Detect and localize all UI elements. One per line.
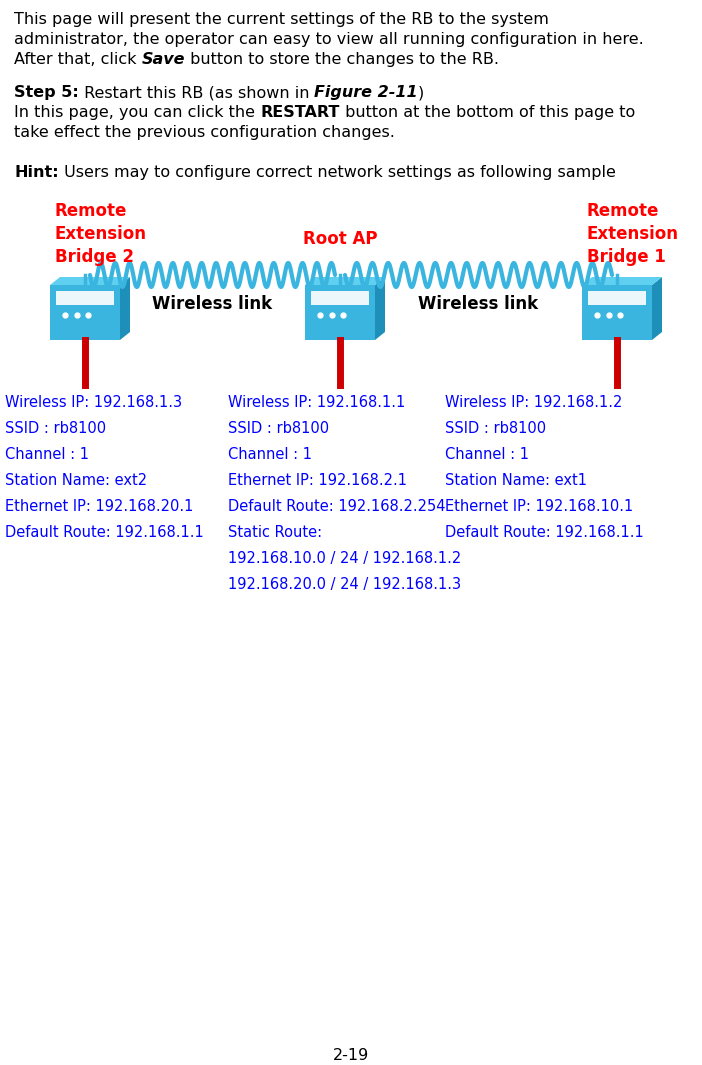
- Text: Restart this RB (as shown in: Restart this RB (as shown in: [79, 85, 314, 100]
- Text: Channel : 1: Channel : 1: [228, 447, 312, 462]
- FancyBboxPatch shape: [588, 291, 646, 305]
- FancyBboxPatch shape: [582, 285, 652, 340]
- Polygon shape: [582, 277, 662, 285]
- Text: administrator, the operator can easy to view all running configuration in here.: administrator, the operator can easy to …: [14, 32, 644, 47]
- Text: SSID : rb8100: SSID : rb8100: [5, 421, 106, 436]
- Text: Ethernet IP: 192.168.2.1: Ethernet IP: 192.168.2.1: [228, 473, 407, 488]
- Text: Root AP: Root AP: [303, 230, 377, 248]
- Text: In this page, you can click the: In this page, you can click the: [14, 105, 260, 120]
- Text: take effect the previous configuration changes.: take effect the previous configuration c…: [14, 125, 395, 140]
- Text: Wireless link: Wireless link: [418, 295, 538, 313]
- Polygon shape: [120, 277, 130, 340]
- Text: Hint:: Hint:: [14, 165, 59, 180]
- Text: ): ): [418, 85, 424, 100]
- Text: 192.168.10.0 / 24 / 192.168.1.2: 192.168.10.0 / 24 / 192.168.1.2: [228, 551, 461, 566]
- Text: Remote
Extension
Bridge 2: Remote Extension Bridge 2: [55, 202, 147, 266]
- Text: Wireless IP: 192.168.1.2: Wireless IP: 192.168.1.2: [445, 395, 623, 410]
- Text: This page will present the current settings of the RB to the system: This page will present the current setti…: [14, 12, 549, 27]
- Text: Ethernet IP: 192.168.20.1: Ethernet IP: 192.168.20.1: [5, 499, 193, 514]
- Text: Wireless IP: 192.168.1.3: Wireless IP: 192.168.1.3: [5, 395, 182, 410]
- Text: Static Route:: Static Route:: [228, 525, 322, 540]
- Text: button at the bottom of this page to: button at the bottom of this page to: [340, 105, 635, 120]
- Text: Step 5:: Step 5:: [14, 85, 79, 100]
- FancyBboxPatch shape: [311, 291, 369, 305]
- Text: 2-19: 2-19: [333, 1048, 369, 1063]
- Text: After that, click: After that, click: [14, 52, 142, 67]
- Text: Station Name: ext2: Station Name: ext2: [5, 473, 147, 488]
- FancyBboxPatch shape: [50, 285, 120, 340]
- Text: Figure 2-11: Figure 2-11: [314, 85, 418, 100]
- Text: Wireless IP: 192.168.1.1: Wireless IP: 192.168.1.1: [228, 395, 405, 410]
- Text: Remote
Extension
Bridge 1: Remote Extension Bridge 1: [587, 202, 679, 266]
- Text: Station Name: ext1: Station Name: ext1: [445, 473, 587, 488]
- Polygon shape: [305, 277, 385, 285]
- Text: Channel : 1: Channel : 1: [445, 447, 529, 462]
- Text: Users may to configure correct network settings as following sample: Users may to configure correct network s…: [59, 165, 616, 180]
- Polygon shape: [652, 277, 662, 340]
- Text: SSID : rb8100: SSID : rb8100: [445, 421, 546, 436]
- Text: Save: Save: [142, 52, 185, 67]
- Text: Default Route: 192.168.2.254: Default Route: 192.168.2.254: [228, 499, 446, 514]
- FancyBboxPatch shape: [305, 285, 375, 340]
- Text: RESTART: RESTART: [260, 105, 340, 120]
- FancyBboxPatch shape: [56, 291, 114, 305]
- Text: Ethernet IP: 192.168.10.1: Ethernet IP: 192.168.10.1: [445, 499, 633, 514]
- Text: SSID : rb8100: SSID : rb8100: [228, 421, 329, 436]
- Text: Default Route: 192.168.1.1: Default Route: 192.168.1.1: [5, 525, 204, 540]
- Text: 192.168.20.0 / 24 / 192.168.1.3: 192.168.20.0 / 24 / 192.168.1.3: [228, 577, 461, 592]
- Text: button to store the changes to the RB.: button to store the changes to the RB.: [185, 52, 499, 67]
- Polygon shape: [375, 277, 385, 340]
- Text: Default Route: 192.168.1.1: Default Route: 192.168.1.1: [445, 525, 644, 540]
- Text: Channel : 1: Channel : 1: [5, 447, 89, 462]
- Text: Wireless link: Wireless link: [152, 295, 272, 313]
- Polygon shape: [50, 277, 130, 285]
